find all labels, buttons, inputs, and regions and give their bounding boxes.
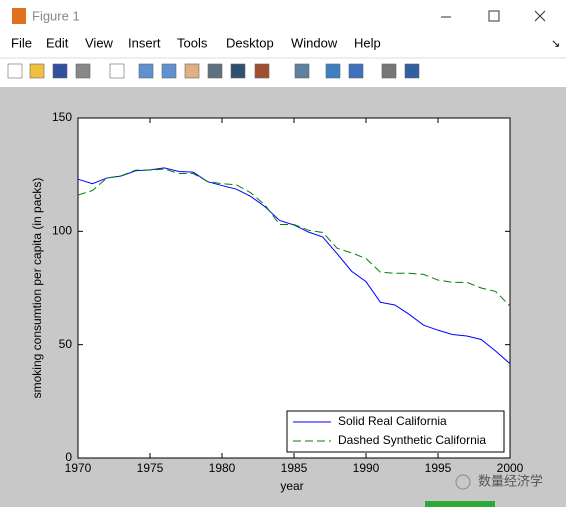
legend — [286, 410, 505, 453]
x-tick-label: 1995 — [425, 461, 452, 475]
x-tick-label: 1985 — [281, 461, 308, 475]
app-icon — [12, 8, 26, 24]
toolbar-button[interactable] — [230, 63, 246, 79]
menu-item[interactable]: Help — [354, 35, 381, 50]
y-tick-label: 150 — [52, 110, 72, 124]
axes — [77, 117, 511, 459]
menu-item[interactable]: View — [85, 35, 114, 50]
x-tick-label: 1980 — [209, 461, 236, 475]
window-title: Figure 1 — [32, 8, 80, 23]
toolbar — [7, 63, 420, 79]
y-axis-label: smoking consumtion per capita (in packs) — [30, 178, 44, 399]
menu-bar: File Edit View Insert Tools Desktop Window Help — [11, 35, 381, 50]
x-axis-label: year — [280, 479, 303, 493]
menu-item[interactable]: Insert — [128, 35, 161, 50]
toolbar-button[interactable] — [29, 63, 45, 79]
legend-label: Dashed Synthetic California — [338, 433, 486, 447]
maximize-button[interactable] — [488, 10, 500, 22]
y-tick-label: 50 — [59, 337, 73, 351]
toolbar-button[interactable] — [207, 63, 223, 79]
toolbar-button[interactable] — [7, 63, 23, 79]
close-button[interactable] — [534, 10, 546, 22]
x-tick-label: 1970 — [65, 461, 92, 475]
x-tick-label: 2000 — [497, 461, 524, 475]
toolbar-button[interactable] — [161, 63, 177, 79]
toolbar-button[interactable] — [138, 63, 154, 79]
toolbar-button[interactable] — [254, 63, 270, 79]
menu-item[interactable]: Desktop — [226, 35, 274, 50]
menu-item[interactable]: File — [11, 35, 32, 50]
toolbar-button[interactable] — [294, 63, 310, 79]
toolbar-button[interactable] — [184, 63, 200, 79]
toolbar-button[interactable] — [52, 63, 68, 79]
toolbar-button[interactable] — [75, 63, 91, 79]
toolbar-button[interactable] — [325, 63, 341, 79]
watermark-icon — [455, 474, 471, 490]
toolbar-button[interactable] — [404, 63, 420, 79]
status-strip — [425, 501, 495, 507]
menu-item[interactable]: Edit — [46, 35, 69, 50]
legend-label: Solid Real California — [338, 414, 447, 428]
toolbar-button[interactable] — [109, 63, 125, 79]
x-tick-label: 1990 — [353, 461, 380, 475]
menu-item[interactable]: Window — [291, 35, 338, 50]
y-tick-label: 0 — [65, 450, 72, 464]
watermark: 数量经济学 — [478, 473, 543, 488]
menu-item[interactable]: Tools — [177, 35, 208, 50]
x-tick-label: 1975 — [137, 461, 164, 475]
menu-arrow[interactable]: ↘ — [551, 38, 560, 50]
series-line — [77, 168, 511, 307]
y-tick-label: 100 — [52, 224, 72, 238]
toolbar-button[interactable] — [381, 63, 397, 79]
toolbar-button[interactable] — [348, 63, 364, 79]
